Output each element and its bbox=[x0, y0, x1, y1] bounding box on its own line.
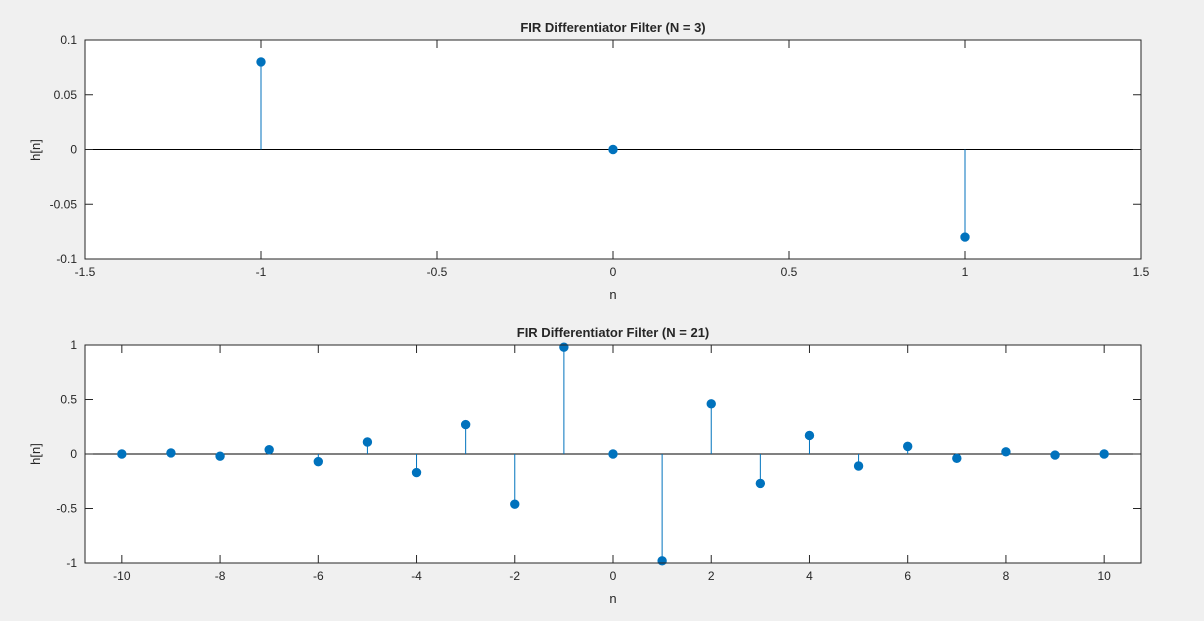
bottom-stem-marker bbox=[411, 467, 422, 478]
bottom-stem-marker bbox=[952, 453, 962, 464]
bottom-y-tick-label: 0 bbox=[70, 447, 77, 461]
top-x-tick-label: -0.5 bbox=[427, 265, 448, 279]
bottom-axes-box bbox=[84, 344, 1142, 564]
bottom-stem-marker bbox=[264, 444, 274, 455]
bottom-x-tick-label: 6 bbox=[904, 569, 911, 583]
bottom-stem-marker bbox=[166, 448, 176, 458]
bottom-plot-title: FIR Differentiator Filter (N = 21) bbox=[517, 325, 710, 340]
bottom-stem-marker bbox=[1050, 450, 1060, 460]
top-y-axis-label: h[n] bbox=[28, 139, 43, 161]
bottom-stem-marker bbox=[362, 437, 373, 447]
bottom-x-tick-label: -8 bbox=[215, 569, 226, 583]
top-stem-marker bbox=[256, 57, 266, 67]
bottom-stem-marker bbox=[559, 342, 569, 352]
bottom-y-axis-label: h[n] bbox=[28, 443, 43, 465]
bottom-stem-marker bbox=[657, 556, 667, 566]
top-x-axis-label: n bbox=[609, 287, 616, 302]
bottom-x-axis-label: n bbox=[609, 591, 616, 606]
top-y-tick-label: 0.1 bbox=[60, 33, 77, 47]
bottom-stem-marker bbox=[1001, 447, 1011, 457]
bottom-stem-marker bbox=[1099, 449, 1109, 459]
bottom-subplot: FIR Differentiator Filter (N = 21) n h[n… bbox=[28, 325, 1142, 606]
bottom-stem-marker bbox=[608, 449, 618, 459]
bottom-stem-marker bbox=[117, 449, 127, 459]
bottom-y-tick-label: 1 bbox=[70, 338, 77, 352]
bottom-x-tick-label: 8 bbox=[1003, 569, 1010, 583]
bottom-x-tick-label: -6 bbox=[313, 569, 324, 583]
bottom-x-tick-label: 0 bbox=[610, 569, 617, 583]
bottom-y-tick-label: -0.5 bbox=[56, 502, 77, 516]
top-y-tick-label: -0.05 bbox=[50, 197, 78, 211]
top-y-tick-label: -0.1 bbox=[56, 252, 77, 266]
top-stem-marker bbox=[608, 144, 618, 155]
top-stem-marker bbox=[960, 232, 970, 242]
bottom-x-tick-label: 4 bbox=[806, 569, 813, 583]
bottom-x-tick-label: -4 bbox=[411, 569, 422, 583]
top-subplot: FIR Differentiator Filter (N = 3) n h[n]… bbox=[28, 20, 1150, 302]
bottom-y-tick-label: 0.5 bbox=[60, 393, 77, 407]
bottom-stem-marker bbox=[706, 399, 716, 409]
top-x-tick-label: 1.5 bbox=[1133, 265, 1150, 279]
bottom-stem-marker bbox=[804, 430, 815, 441]
bottom-x-tick-label: 2 bbox=[708, 569, 715, 583]
bottom-x-tick-label: -10 bbox=[113, 569, 131, 583]
top-x-tick-label: -1 bbox=[256, 265, 267, 279]
top-axes-box bbox=[84, 39, 1142, 260]
bottom-x-tick-label: 10 bbox=[1097, 569, 1111, 583]
bottom-stem-marker bbox=[313, 456, 324, 467]
top-x-tick-label: 0.5 bbox=[781, 265, 798, 279]
bottom-x-tick-label: -2 bbox=[509, 569, 520, 583]
bottom-stem-marker bbox=[902, 441, 913, 452]
bottom-stem-marker bbox=[853, 461, 864, 471]
top-y-tick-label: 0.05 bbox=[54, 88, 78, 102]
bottom-y-tick-label: -1 bbox=[66, 556, 77, 570]
bottom-stem-marker bbox=[510, 499, 520, 509]
top-x-tick-label: -1.5 bbox=[75, 265, 96, 279]
top-x-tick-label: 1 bbox=[962, 265, 969, 279]
bottom-stem-marker bbox=[460, 419, 471, 430]
top-plot-title: FIR Differentiator Filter (N = 3) bbox=[520, 20, 705, 35]
bottom-stem-marker bbox=[215, 451, 225, 461]
top-y-tick-label: 0 bbox=[70, 143, 77, 157]
bottom-stem-marker bbox=[755, 478, 766, 489]
top-x-tick-label: 0 bbox=[610, 265, 617, 279]
